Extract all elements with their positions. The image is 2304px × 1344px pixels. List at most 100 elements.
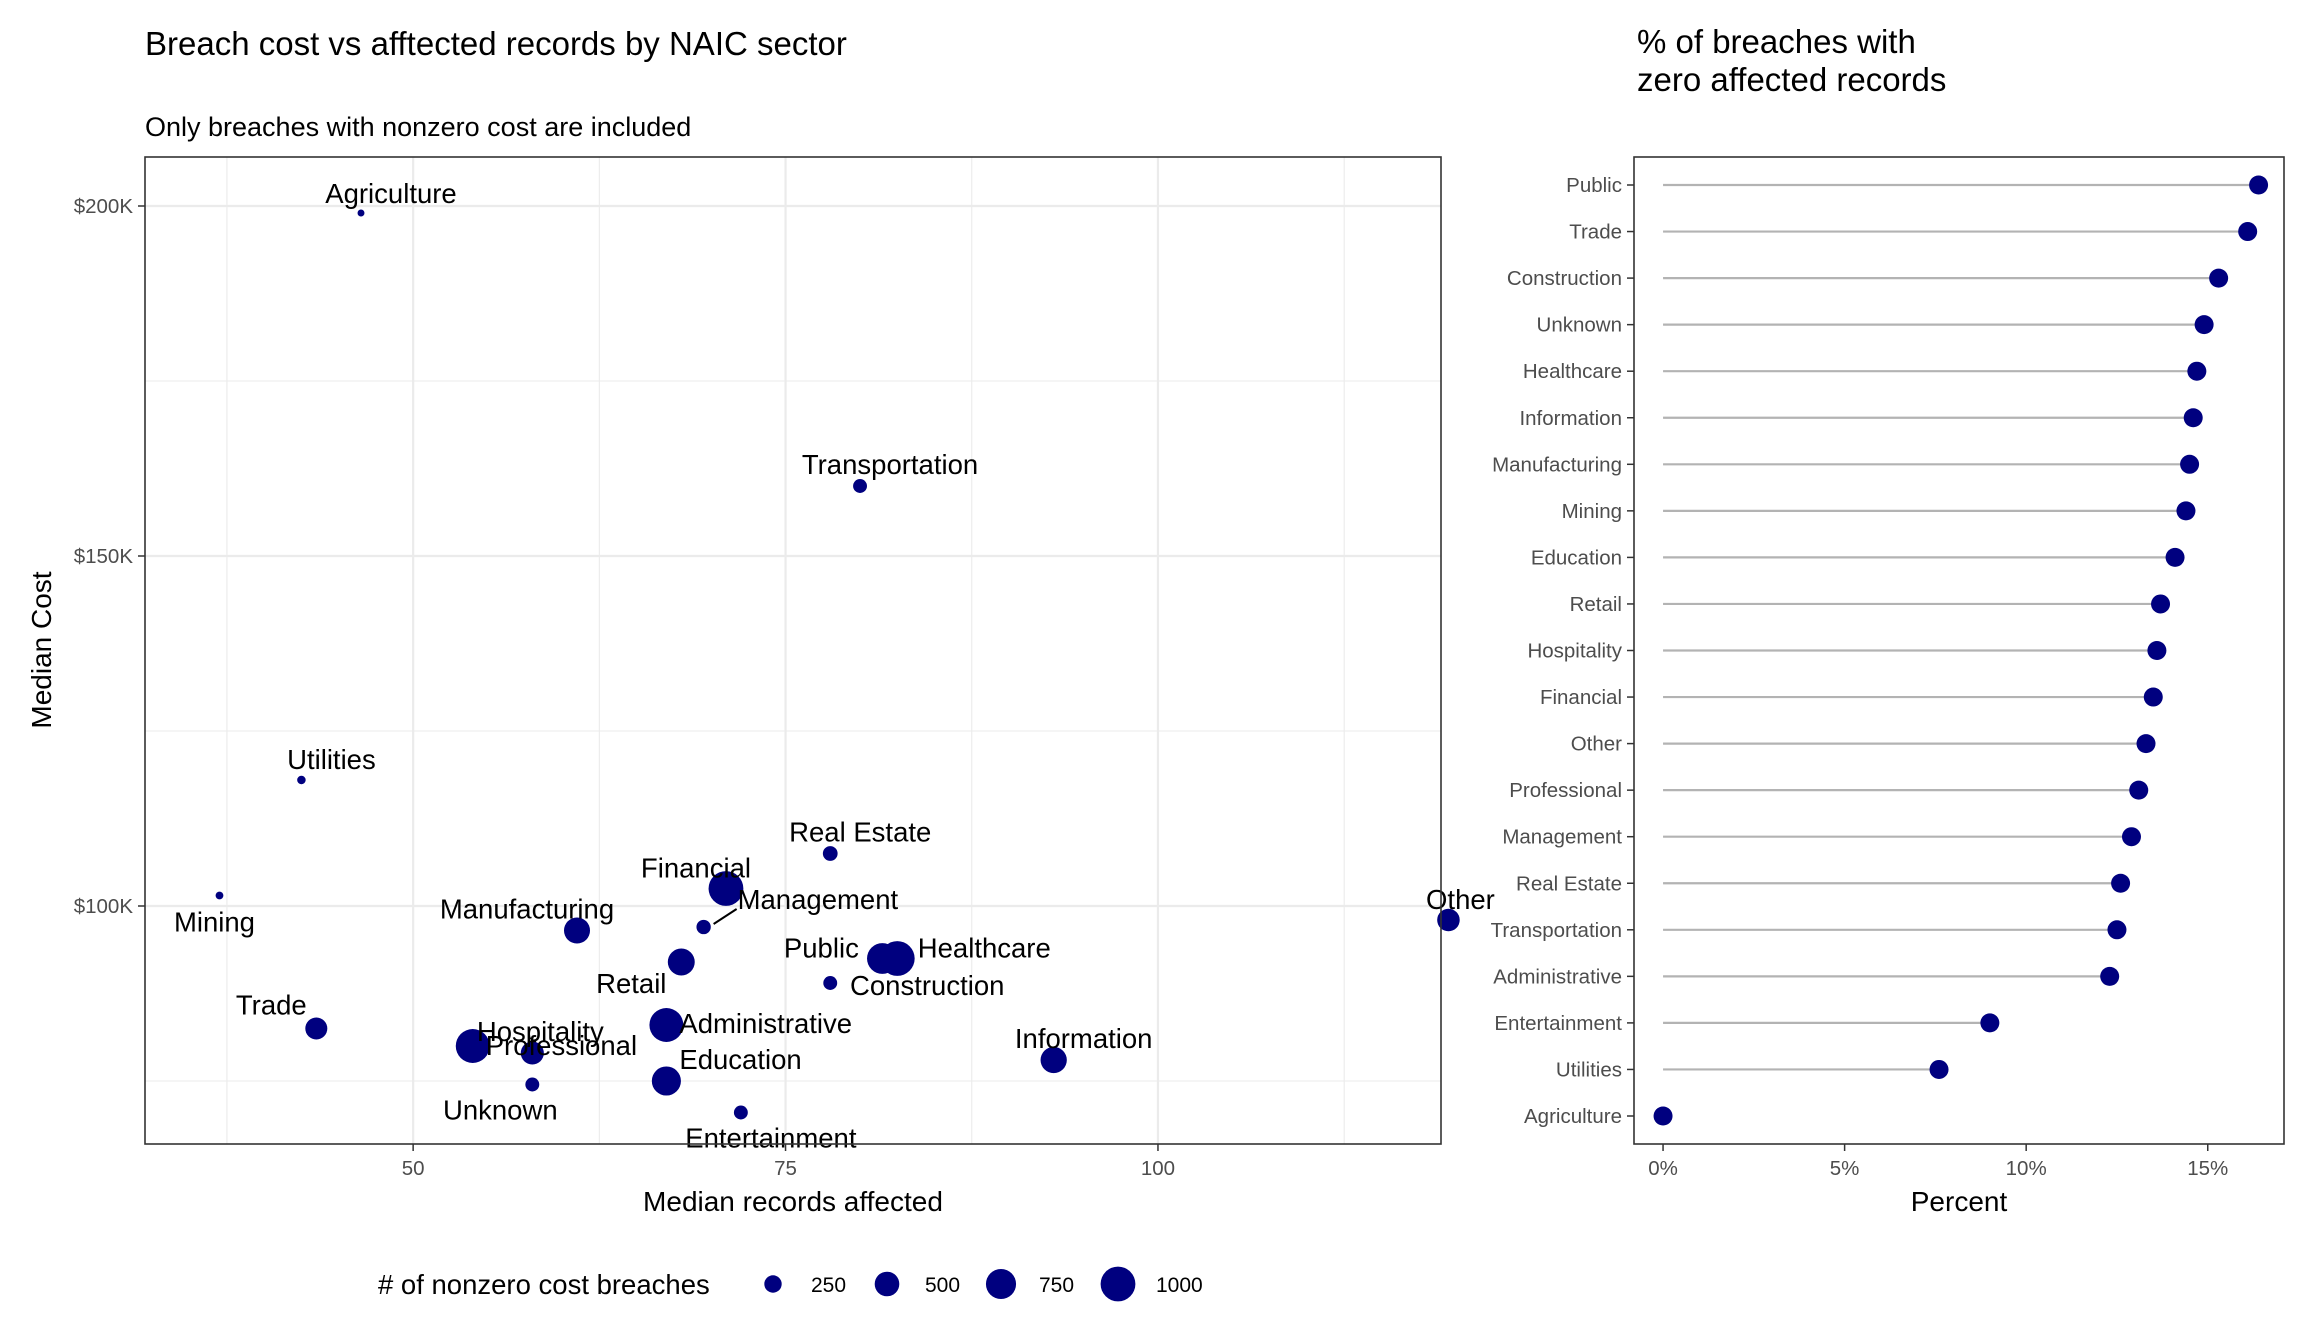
- dot-healthcare: [2187, 361, 2207, 381]
- category-label-administrative: Administrative: [1493, 965, 1622, 988]
- category-label-mining: Mining: [1562, 500, 1622, 523]
- dot-administrative: [2100, 966, 2120, 986]
- label-management: Management: [738, 884, 899, 915]
- dot-real-estate: [2111, 873, 2131, 893]
- point-healthcare: [879, 941, 915, 976]
- label-information: Information: [1015, 1023, 1153, 1054]
- point-agriculture: [357, 209, 365, 217]
- y-tick-label: $150K: [74, 545, 134, 568]
- point-management: [696, 919, 711, 935]
- category-label-construction: Construction: [1507, 267, 1622, 290]
- category-label-professional: Professional: [1509, 779, 1622, 802]
- point-education: [651, 1066, 681, 1096]
- size-legend-label-500: 500: [925, 1274, 960, 1297]
- dot-information: [2183, 408, 2203, 428]
- size-legend-title: # of nonzero cost breaches: [378, 1269, 710, 1300]
- label-agriculture: Agriculture: [325, 178, 456, 209]
- category-label-other: Other: [1571, 733, 1622, 756]
- point-construction: [823, 976, 838, 990]
- dot-unknown: [2194, 315, 2214, 335]
- category-label-manufacturing: Manufacturing: [1492, 453, 1622, 476]
- dot-manufacturing: [2180, 454, 2200, 474]
- dot-mining: [2176, 501, 2196, 521]
- label-trade: Trade: [236, 990, 307, 1021]
- x-tick-label: 10%: [2006, 1157, 2047, 1180]
- scatter-ticks: 50 75 100 $100K $150K $200K: [74, 195, 1175, 1180]
- category-label-education: Education: [1531, 546, 1622, 569]
- point-trade: [305, 1017, 328, 1040]
- label-education: Education: [679, 1044, 801, 1075]
- scatter-points: [215, 209, 1460, 1120]
- scatter-title: Breach cost vs afftected records by NAIC…: [145, 25, 847, 62]
- label-financial: Financial: [641, 853, 751, 884]
- point-retail: [667, 948, 695, 976]
- point-professional: [455, 1029, 490, 1063]
- x-tick-label: 0%: [1648, 1157, 1678, 1180]
- category-label-hospitality: Hospitality: [1527, 640, 1622, 663]
- category-label-utilities: Utilities: [1556, 1058, 1622, 1081]
- size-legend-key-500: [874, 1271, 900, 1297]
- category-label-management: Management: [1502, 826, 1622, 849]
- point-unknown: [525, 1077, 540, 1092]
- size-legend-label-250: 250: [811, 1274, 846, 1297]
- size-legend-key-750: [985, 1268, 1017, 1300]
- size-legend-label-1000: 1000: [1156, 1274, 1203, 1297]
- category-label-unknown: Unknown: [1537, 314, 1622, 337]
- label-administrative: Administrative: [679, 1008, 852, 1039]
- y-tick-label: $100K: [74, 895, 134, 918]
- label-transportation: Transportation: [802, 449, 978, 480]
- point-transportation: [853, 479, 867, 493]
- size-legend-key-250: [764, 1275, 782, 1293]
- point-information: [1040, 1046, 1067, 1074]
- label-public: Public: [784, 933, 859, 964]
- scatter-y-axis-title: Median Cost: [26, 571, 57, 728]
- dot-management: [2121, 827, 2141, 847]
- scatter-labels: Agriculture Transportation Utilities Mining…: [174, 178, 1495, 1154]
- label-leader-management: [713, 908, 738, 925]
- lollipop-marks: [1653, 175, 2269, 1126]
- point-entertainment: [733, 1105, 748, 1120]
- category-label-financial: Financial: [1540, 686, 1622, 709]
- x-tick-label: 15%: [2187, 1157, 2228, 1180]
- label-manufacturing: Manufacturing: [440, 894, 614, 925]
- y-tick-label: $200K: [74, 195, 134, 218]
- size-legend: 250 500 750 1000: [764, 1266, 1203, 1302]
- x-tick-label: 5%: [1830, 1157, 1860, 1180]
- dot-entertainment: [1980, 1013, 2000, 1033]
- dot-professional: [2129, 780, 2149, 800]
- lollipop-ticks: Public Trade Construction Unknown Healthcare…: [1491, 174, 2229, 1180]
- category-label-entertainment: Entertainment: [1494, 1012, 1622, 1035]
- x-tick-label: 50: [402, 1157, 425, 1180]
- point-manufacturing: [563, 917, 591, 944]
- category-label-retail: Retail: [1570, 593, 1622, 616]
- point-other: [1437, 908, 1460, 932]
- dot-transportation: [2107, 920, 2127, 940]
- point-hospitality: [520, 1041, 544, 1065]
- dot-hospitality: [2147, 641, 2167, 660]
- scatter-subtitle: Only breaches with nonzero cost are incl…: [145, 112, 691, 142]
- x-tick-label: 75: [774, 1157, 797, 1180]
- label-entertainment: Entertainment: [685, 1123, 857, 1154]
- point-real-estate: [822, 846, 838, 861]
- dot-retail: [2151, 594, 2171, 614]
- point-administrative: [649, 1008, 684, 1042]
- scatter-grid: [145, 157, 1441, 1144]
- category-label-transportation: Transportation: [1491, 919, 1622, 942]
- dot-financial: [2143, 687, 2163, 707]
- category-label-public: Public: [1566, 174, 1622, 197]
- dot-agriculture: [1653, 1106, 1673, 1126]
- category-label-trade: Trade: [1569, 221, 1622, 244]
- lollipop-x-axis-title: Percent: [1911, 1186, 2008, 1217]
- x-tick-label: 100: [1141, 1157, 1175, 1180]
- category-label-agriculture: Agriculture: [1524, 1105, 1622, 1128]
- label-construction: Construction: [850, 970, 1004, 1001]
- label-other: Other: [1426, 884, 1495, 915]
- dot-other: [2136, 734, 2156, 754]
- dot-utilities: [1929, 1059, 1949, 1079]
- scatter-x-axis-title: Median records affected: [643, 1186, 943, 1217]
- size-legend-key-1000: [1100, 1266, 1136, 1302]
- dot-public: [2249, 175, 2269, 195]
- lollipop-title-line-1: % of breaches with: [1637, 23, 1916, 60]
- label-real-estate: Real Estate: [789, 817, 931, 848]
